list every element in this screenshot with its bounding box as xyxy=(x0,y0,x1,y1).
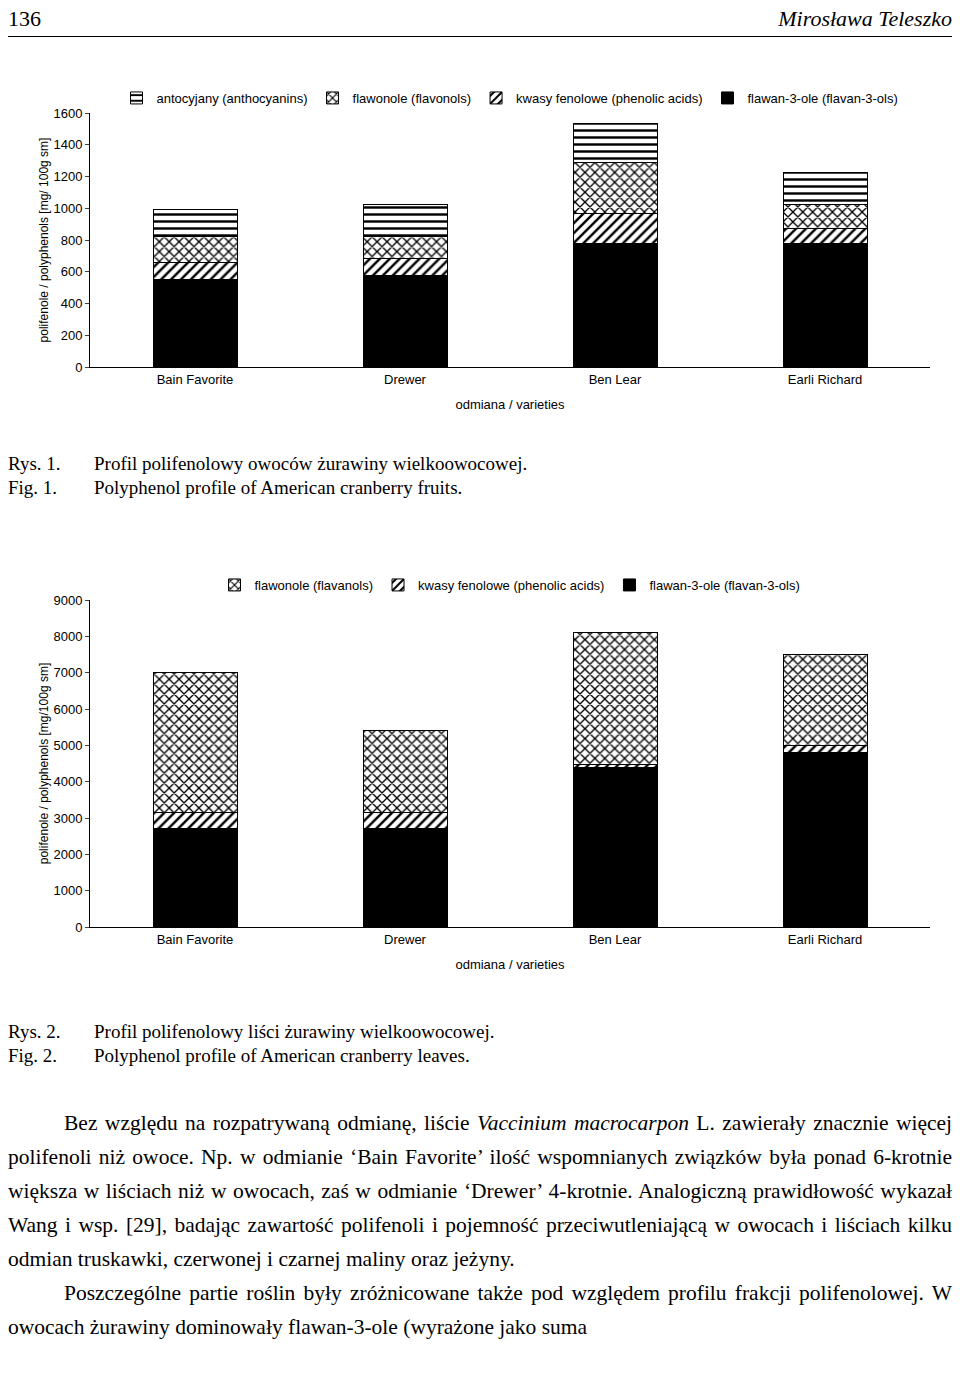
svg-text:1600: 1600 xyxy=(53,106,82,121)
svg-text:5000: 5000 xyxy=(53,738,82,753)
svg-text:1000: 1000 xyxy=(53,201,82,216)
html-text:Profil polifenolowy liści żura: Profil polifenolowy liści żurawiny wielk… xyxy=(94,1021,495,1042)
svg-text:Earli Richard: Earli Richard xyxy=(788,372,862,387)
svg-text:200: 200 xyxy=(61,328,83,343)
svg-text:polifenole / polyphenols [mg/: polifenole / polyphenols [mg/ 100g sm] xyxy=(37,138,51,343)
html-text:136: 136 xyxy=(8,6,41,31)
svg-text:0: 0 xyxy=(75,920,82,935)
svg-text:kwasy fenolowe (phenolic acids: kwasy fenolowe (phenolic acids) xyxy=(418,578,604,593)
svg-text:flawan-3-ole (flavan-3-ols): flawan-3-ole (flavan-3-ols) xyxy=(747,91,897,106)
svg-text:polifenole / polyphenols [mg/1: polifenole / polyphenols [mg/100g sm] xyxy=(37,663,51,864)
svg-text:8000: 8000 xyxy=(53,629,82,644)
svg-text:400: 400 xyxy=(61,296,83,311)
svg-text:Earli Richard: Earli Richard xyxy=(788,932,862,947)
svg-text:flawonole (flavanols): flawonole (flavanols) xyxy=(255,578,374,593)
svg-text:1000: 1000 xyxy=(53,883,82,898)
svg-text:1200: 1200 xyxy=(53,169,82,184)
svg-text:1400: 1400 xyxy=(53,137,82,152)
svg-text:Ben Lear: Ben Lear xyxy=(589,372,642,387)
svg-text:Drewer: Drewer xyxy=(384,932,427,947)
svg-text:9000: 9000 xyxy=(53,593,82,608)
svg-text:odmiana / varieties: odmiana / varieties xyxy=(455,397,565,412)
svg-text:0: 0 xyxy=(75,360,82,375)
html-text:Fig. 1.: Fig. 1. xyxy=(8,477,58,498)
html-text:Mirosława Teleszko: Mirosława Teleszko xyxy=(778,6,952,31)
svg-text:2000: 2000 xyxy=(53,847,82,862)
svg-text:7000: 7000 xyxy=(53,665,82,680)
svg-text:4000: 4000 xyxy=(53,774,82,789)
html-text:Bez względu na rozpatrywaną od: Bez względu na rozpatrywaną odmianę, liś… xyxy=(8,1111,952,1271)
svg-text:flawonole (flavonols): flawonole (flavonols) xyxy=(353,91,472,106)
svg-text:antocyjany (anthocyanins): antocyjany (anthocyanins) xyxy=(157,91,308,106)
svg-text:6000: 6000 xyxy=(53,702,82,717)
svg-text:kwasy fenolowe (phenolic acids: kwasy fenolowe (phenolic acids) xyxy=(516,91,702,106)
svg-text:Bain Favorite: Bain Favorite xyxy=(157,932,234,947)
html-text:Profil polifenolowy owoców żur: Profil polifenolowy owoców żurawiny wiel… xyxy=(94,453,528,474)
html-text:Rys. 1.: Rys. 1. xyxy=(8,453,61,474)
html-text:Poszczególne partie roślin był: Poszczególne partie roślin były zróżnico… xyxy=(8,1281,952,1339)
svg-text:Drewer: Drewer xyxy=(384,372,427,387)
html-text:Polyphenol profile of American: Polyphenol profile of American cranberry… xyxy=(94,477,463,498)
html-text:Fig. 2.: Fig. 2. xyxy=(8,1045,58,1066)
svg-text:flawan-3-ole (flavan-3-ols): flawan-3-ole (flavan-3-ols) xyxy=(649,578,799,593)
svg-text:Bain Favorite: Bain Favorite xyxy=(157,372,234,387)
svg-text:Ben Lear: Ben Lear xyxy=(589,932,642,947)
html-text:Rys. 2.: Rys. 2. xyxy=(8,1021,61,1042)
svg-text:800: 800 xyxy=(61,233,83,248)
svg-text:600: 600 xyxy=(61,264,83,279)
html-text:Polyphenol profile of American: Polyphenol profile of American cranberry… xyxy=(94,1045,470,1066)
svg-text:odmiana / varieties: odmiana / varieties xyxy=(455,957,565,972)
svg-text:3000: 3000 xyxy=(53,811,82,826)
